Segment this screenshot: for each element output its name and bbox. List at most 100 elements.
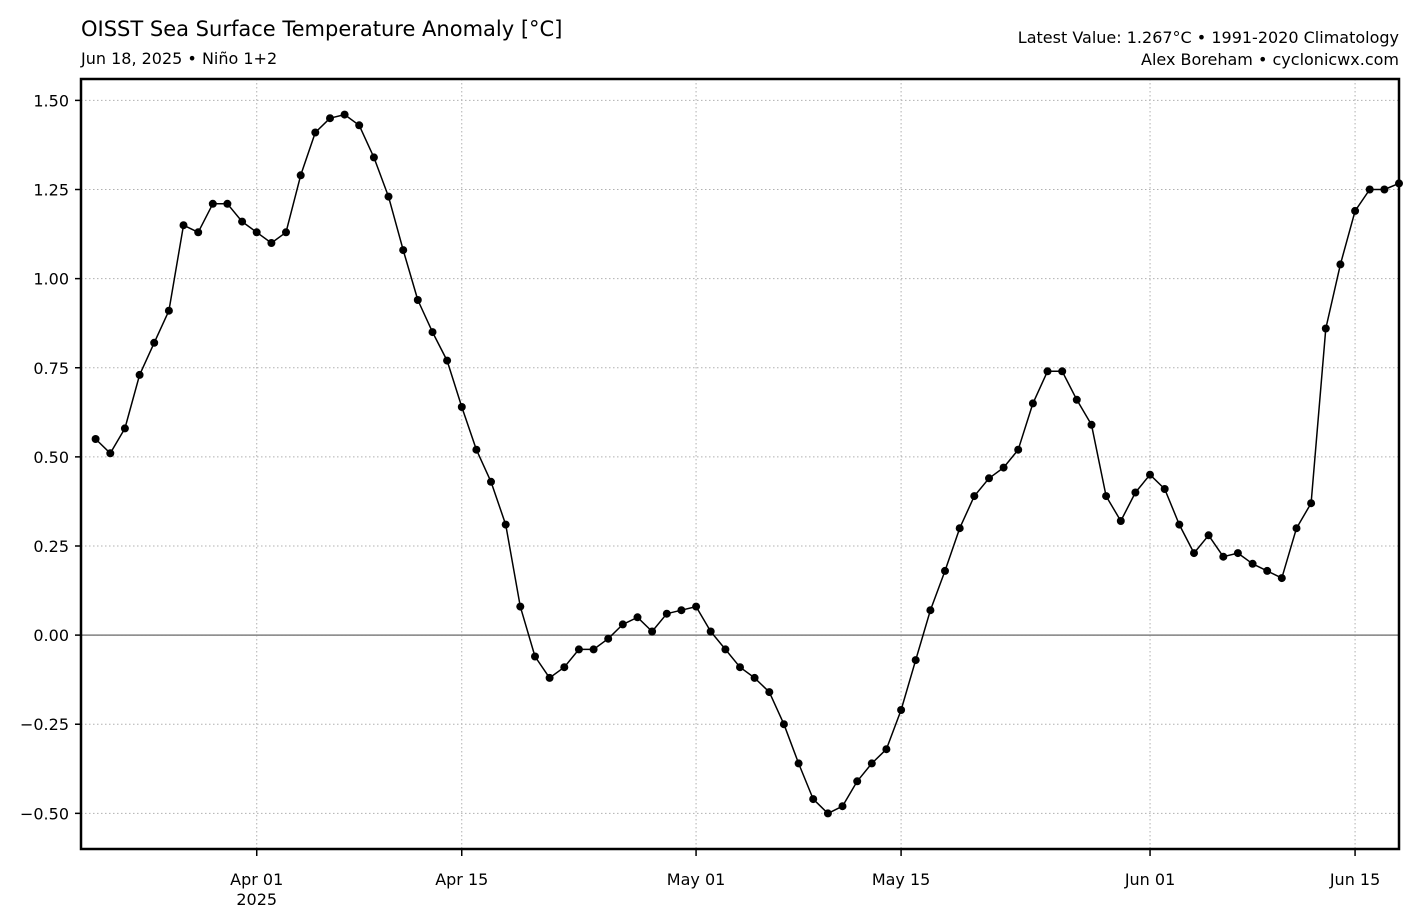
data-point (457, 403, 466, 411)
data-point (1263, 566, 1272, 575)
data-point (1321, 324, 1330, 333)
data-point (487, 477, 495, 486)
data-point (1087, 420, 1096, 429)
data-point (1146, 470, 1154, 479)
data-point (238, 217, 247, 226)
plot-frame (79, 77, 1401, 851)
y-tick-label: 1.00 (33, 270, 69, 289)
data-point (194, 228, 203, 237)
x-tick-label: Apr 01 (230, 870, 283, 889)
data-point (838, 802, 847, 811)
data-point (779, 720, 788, 729)
data-point (516, 602, 525, 611)
data-point (531, 652, 539, 661)
data-point (1014, 445, 1023, 454)
data-point (1233, 549, 1242, 558)
data-point (589, 645, 598, 654)
data-point (1116, 517, 1125, 525)
data-point (1072, 395, 1081, 404)
data-point (1219, 552, 1228, 561)
data-point (662, 609, 671, 618)
axes: −0.50 −0.25 0.00 0.25 0.50 0.75 1.00 1.25 1.50 Ap… (20, 91, 1380, 909)
data-point (150, 338, 159, 347)
data-point (1190, 549, 1198, 558)
data-point (970, 492, 979, 501)
data-point (648, 627, 657, 636)
data-point (296, 171, 305, 180)
x-tick-label: Apr 15 (435, 870, 488, 889)
data-point (179, 221, 188, 230)
data-point (208, 199, 217, 208)
data-point (618, 620, 627, 629)
data-point (985, 474, 993, 483)
y-tick-label: 0.25 (33, 537, 69, 556)
x-tick-label: Jun 01 (1124, 870, 1175, 889)
data-point (326, 114, 334, 123)
data-point (223, 199, 232, 208)
data-point (1043, 367, 1052, 376)
data-point (926, 606, 935, 615)
data-point (1028, 399, 1037, 408)
data-point (369, 153, 378, 162)
x-tick-label: May 15 (872, 870, 931, 889)
data-point (106, 449, 115, 458)
data-point (1204, 531, 1213, 540)
data-point (120, 424, 129, 433)
data-point (1307, 499, 1316, 508)
data-point (413, 296, 422, 304)
data-point (399, 246, 408, 255)
data-point (574, 645, 583, 654)
anomaly-series (91, 110, 1403, 818)
data-point (252, 228, 261, 237)
data-point (911, 656, 920, 665)
data-point (340, 110, 349, 119)
data-point (677, 606, 686, 615)
data-point (999, 463, 1008, 472)
data-point (750, 673, 759, 682)
y-tick-label: 0.50 (33, 448, 69, 467)
data-point (823, 809, 832, 818)
data-point (1365, 185, 1374, 194)
data-point (794, 759, 803, 768)
latest-value-label: Latest Value: 1.267°C • 1991-2020 Climat… (1017, 28, 1399, 47)
data-point (809, 795, 818, 804)
data-point (384, 192, 393, 201)
data-point (1292, 524, 1301, 533)
y-tick-label: −0.25 (20, 715, 69, 734)
data-point (1351, 206, 1360, 215)
data-point (355, 121, 364, 130)
data-point (1131, 488, 1140, 497)
data-point (765, 688, 774, 697)
grid-lines (81, 79, 1399, 849)
data-point (1160, 485, 1169, 493)
chart-title: OISST Sea Surface Temperature Anomaly [°… (81, 17, 563, 41)
y-tick-label: 0.00 (33, 626, 69, 645)
data-point (604, 634, 613, 643)
data-point (1175, 520, 1184, 529)
data-point (545, 673, 554, 682)
data-point (706, 627, 715, 636)
data-point (1058, 367, 1067, 376)
data-point (428, 328, 437, 337)
data-point (267, 239, 276, 247)
data-point (135, 370, 144, 379)
data-point (853, 777, 862, 786)
data-point (1102, 492, 1111, 501)
data-point (633, 613, 642, 622)
data-point (91, 435, 100, 443)
x-tick-label: May 01 (667, 870, 726, 889)
data-point (164, 306, 173, 315)
data-point (1248, 559, 1257, 568)
data-point (955, 524, 964, 533)
data-point (1336, 260, 1345, 269)
series-line (95, 113, 1400, 815)
data-point (1380, 185, 1389, 194)
data-point (472, 445, 481, 454)
data-point (941, 566, 949, 575)
data-point (882, 745, 891, 754)
data-point (721, 645, 730, 654)
data-point (1277, 574, 1286, 583)
data-point (443, 356, 452, 365)
y-tick-label: 1.50 (33, 91, 69, 110)
